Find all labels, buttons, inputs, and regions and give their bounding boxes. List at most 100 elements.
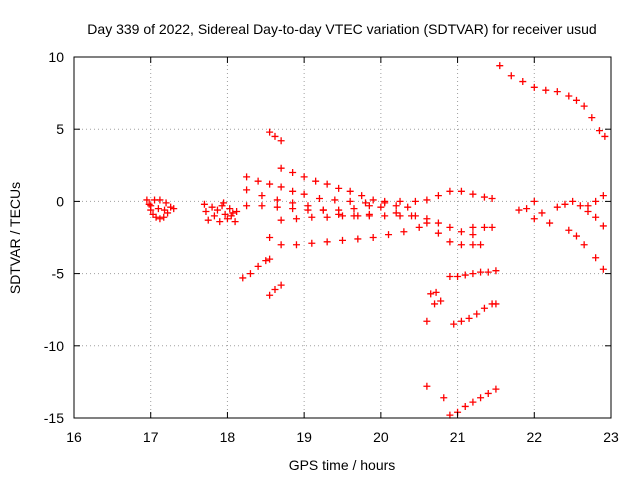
data-point	[480, 193, 488, 201]
data-point	[243, 173, 251, 181]
data-point	[411, 197, 419, 205]
data-point	[530, 197, 538, 205]
chart-title: Day 339 of 2022, Sidereal Day-to-day VTE…	[87, 21, 596, 37]
data-point	[446, 187, 454, 195]
data-point	[434, 229, 442, 237]
data-point	[592, 197, 600, 205]
data-point	[381, 212, 389, 220]
data-point	[440, 394, 448, 402]
x-tick-label: 16	[66, 429, 82, 445]
data-point	[457, 228, 465, 236]
data-point	[530, 215, 538, 223]
data-point	[300, 190, 308, 198]
data-point	[161, 206, 169, 214]
data-point	[423, 215, 431, 223]
data-point	[473, 310, 481, 318]
data-point	[477, 241, 485, 249]
series-late-22h	[496, 62, 609, 273]
data-point	[289, 187, 297, 195]
data-point	[266, 255, 274, 263]
data-point	[423, 317, 431, 325]
data-point	[156, 215, 164, 223]
data-point	[271, 285, 279, 293]
data-point	[469, 241, 477, 249]
data-point	[396, 197, 404, 205]
data-point	[266, 234, 274, 241]
data-point	[515, 206, 523, 214]
data-point	[331, 196, 339, 204]
data-point	[477, 268, 485, 276]
data-point	[396, 212, 404, 220]
data-point	[319, 206, 327, 214]
data-point	[354, 212, 362, 220]
data-point	[572, 232, 580, 240]
data-point	[530, 83, 538, 91]
y-tick-label: -10	[44, 338, 64, 354]
data-point	[147, 202, 155, 210]
data-point	[369, 196, 377, 204]
data-point	[289, 205, 297, 213]
data-point	[381, 199, 389, 207]
data-point	[423, 196, 431, 204]
data-point	[350, 205, 358, 213]
data-point	[446, 223, 454, 231]
data-point	[565, 226, 573, 234]
data-point	[392, 209, 400, 217]
data-point	[446, 272, 454, 280]
data-point	[496, 62, 504, 70]
data-point	[210, 212, 218, 220]
series-dip-18h	[239, 128, 285, 299]
data-point	[339, 236, 346, 244]
data-point	[162, 199, 170, 207]
y-tick-label: -5	[52, 266, 65, 282]
data-point	[277, 281, 285, 289]
data-point	[151, 196, 159, 204]
data-point	[469, 190, 477, 198]
data-point	[427, 290, 435, 298]
data-point	[584, 208, 592, 216]
data-point	[538, 209, 546, 217]
data-point	[507, 72, 515, 80]
data-point	[592, 254, 600, 262]
data-point	[434, 192, 442, 200]
data-point	[362, 199, 370, 207]
data-point	[266, 180, 274, 188]
data-points	[143, 62, 609, 419]
data-point	[457, 241, 465, 249]
data-point	[492, 300, 500, 308]
data-point	[454, 272, 462, 280]
data-point	[542, 86, 550, 94]
x-tick-label: 19	[296, 429, 312, 445]
data-point	[152, 213, 160, 221]
data-point	[200, 200, 208, 208]
data-point	[271, 132, 279, 140]
data-point	[323, 180, 331, 188]
data-point	[220, 199, 228, 207]
data-point	[480, 223, 488, 231]
data-point	[469, 231, 477, 239]
data-point	[227, 212, 235, 220]
data-point	[369, 234, 377, 241]
data-point	[469, 398, 477, 406]
data-point	[266, 291, 274, 299]
data-point	[339, 212, 346, 220]
data-point	[335, 206, 343, 214]
series-cluster-17h	[143, 196, 178, 223]
data-point	[446, 238, 454, 246]
data-point	[488, 223, 496, 231]
data-point	[400, 228, 408, 236]
data-point	[365, 210, 373, 218]
data-point	[461, 271, 469, 279]
data-point	[469, 270, 477, 278]
data-point	[239, 274, 247, 282]
data-point	[335, 184, 343, 192]
data-point	[461, 402, 469, 410]
data-point	[565, 92, 573, 100]
data-point	[323, 238, 331, 246]
data-point	[221, 210, 229, 218]
data-point	[580, 241, 588, 249]
data-point	[484, 268, 492, 276]
data-point	[431, 300, 439, 308]
x-tick-label: 22	[526, 429, 542, 445]
